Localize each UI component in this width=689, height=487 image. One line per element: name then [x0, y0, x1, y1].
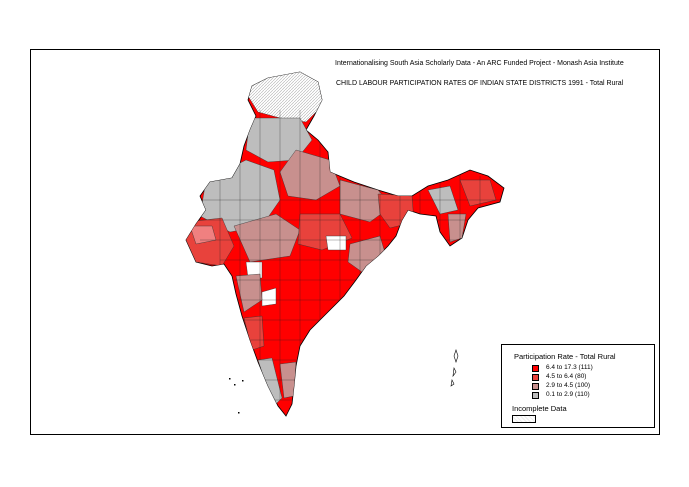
legend-title: Participation Rate - Total Rural [514, 352, 616, 361]
legend-swatch [532, 383, 539, 390]
andaman-islands [450, 349, 459, 387]
legend-swatch [532, 392, 539, 399]
project-credit: Internationalising South Asia Scholarly … [335, 60, 624, 67]
legend: Participation Rate - Total Rural 6.4 to … [501, 344, 655, 428]
region-white-gap-3 [261, 287, 277, 307]
legend-label: 6.4 to 17.3 (111) [546, 364, 593, 371]
region-northeast-south [447, 213, 467, 243]
legend-incomplete-swatch [512, 415, 536, 423]
region-white-gap-1 [325, 235, 347, 251]
map-title: CHILD LABOUR PARTICIPATION RATES OF INDI… [336, 80, 624, 87]
lakshadweep-islands [229, 378, 244, 414]
legend-swatch [532, 365, 539, 372]
legend-label: 0.1 to 2.9 (110) [546, 391, 590, 398]
region-karnataka-coast [243, 315, 265, 351]
legend-label: 4.5 to 6.4 (80) [546, 373, 587, 380]
legend-swatch [532, 374, 539, 381]
region-mp-west [233, 213, 301, 263]
legend-label: 2.9 to 4.5 (100) [546, 382, 591, 389]
legend-incomplete-label: Incomplete Data [512, 404, 567, 413]
